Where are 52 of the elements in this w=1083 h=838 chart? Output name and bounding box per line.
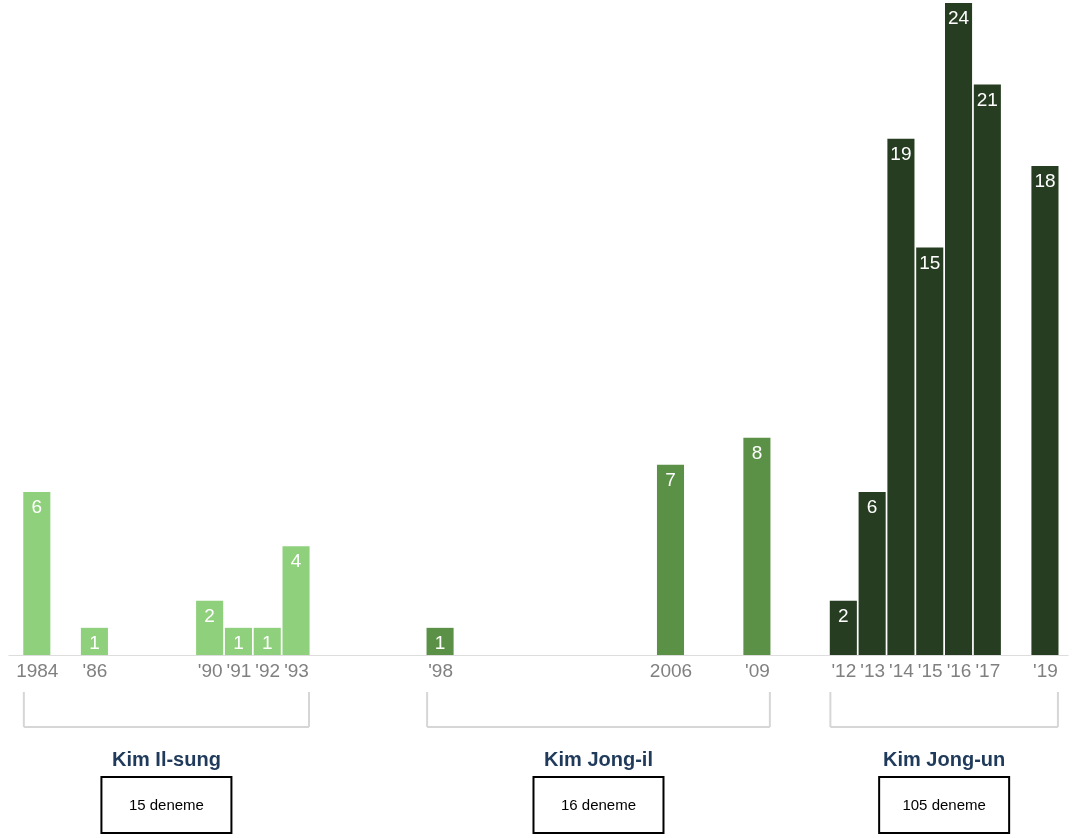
x-tick-label: '90 [197, 659, 223, 681]
data-label: 1 [261, 631, 273, 653]
bar [282, 546, 310, 655]
bar [253, 627, 281, 655]
bar [945, 3, 973, 655]
bar [656, 464, 685, 655]
bar [23, 492, 51, 655]
data-label: 6 [866, 496, 878, 517]
x-tick-label: '14 [889, 659, 915, 681]
x-tick-label: 2006 [649, 659, 693, 681]
bar [916, 247, 944, 655]
data-label: 6 [31, 496, 43, 517]
text: Kim Il-sung [111, 748, 221, 770]
bar [196, 600, 224, 655]
data-label: 1 [233, 631, 244, 653]
x-tick-label: '15 [917, 659, 943, 681]
text: 105 deneme [902, 796, 986, 813]
data-label: 18 [1034, 170, 1056, 191]
bar [743, 437, 771, 655]
x-tick-label: '16 [946, 659, 972, 681]
text: Kim Jong-un [883, 748, 1006, 770]
x-tick-label: '92 [255, 659, 281, 681]
x-tick-label: '09 [745, 659, 770, 681]
data-label: 1 [89, 631, 100, 653]
bar [1031, 166, 1059, 655]
x-tick-label: '19 [1033, 659, 1058, 681]
x-tick-label: '13 [860, 659, 886, 681]
bar [80, 627, 108, 655]
x-tick-label: '98 [428, 659, 453, 681]
data-label: 15 [919, 251, 941, 273]
text: Kim Jong-il [544, 748, 653, 770]
data-label: 4 [290, 550, 302, 572]
x-tick-label: '86 [82, 659, 108, 681]
text: 15 deneme [128, 796, 204, 813]
bar [829, 600, 857, 655]
data-label: 1 [434, 631, 446, 653]
bar [224, 627, 252, 655]
x-tick-label: '93 [284, 659, 309, 681]
text: 16 deneme [560, 796, 637, 813]
bar [973, 84, 1001, 655]
data-label: 24 [947, 7, 970, 28]
x-tick-label: 1984 [16, 659, 59, 681]
x-tick-label: '12 [831, 659, 857, 681]
data-label: 2 [838, 604, 849, 626]
x-tick-label: '17 [975, 659, 1001, 681]
data-label: 7 [665, 468, 676, 490]
data-label: 19 [890, 142, 912, 164]
bar [426, 627, 454, 655]
data-label: 2 [204, 604, 215, 626]
data-label: 21 [976, 88, 998, 110]
data-label: 8 [751, 441, 763, 463]
x-tick-label: '91 [226, 659, 252, 681]
